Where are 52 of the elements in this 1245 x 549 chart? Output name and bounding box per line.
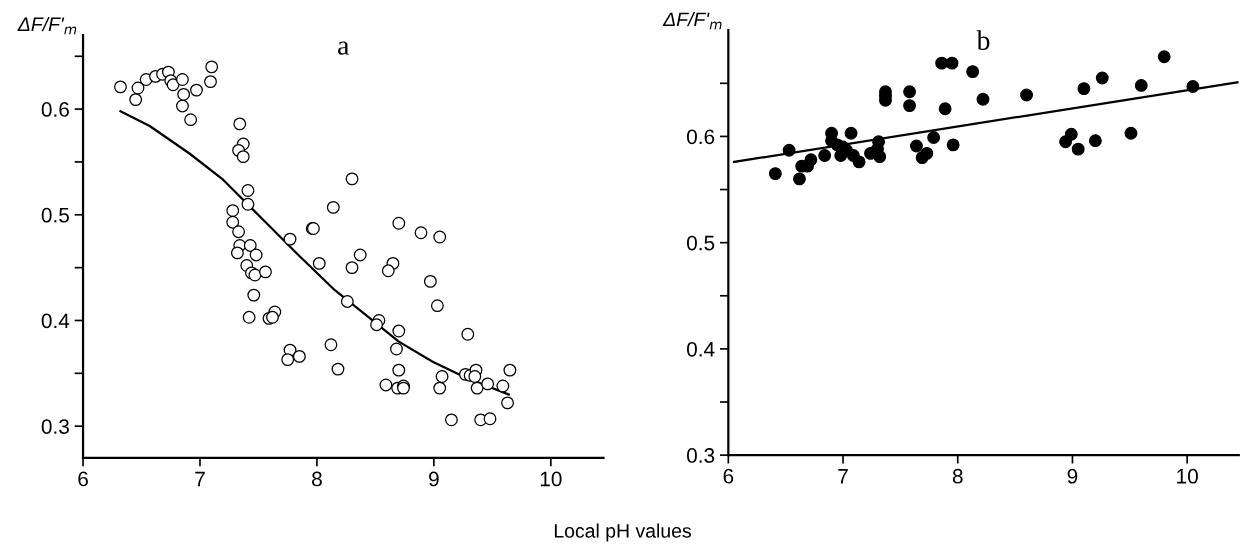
x-tick-label: 8 <box>952 468 963 484</box>
x-tick-label: 10 <box>540 471 562 487</box>
x-tick-label: 9 <box>429 471 439 487</box>
point <box>852 155 866 169</box>
x-axis-title: Local pH values <box>554 523 691 542</box>
point <box>1124 126 1138 140</box>
y-tick-label: 0.5 <box>41 207 69 223</box>
point <box>927 131 941 144</box>
y-axis-title: ΔF/F'$_{m}$ <box>662 11 722 30</box>
y-tick-label: 0.3 <box>686 448 715 463</box>
y-tick-label: 0.6 <box>686 129 715 145</box>
point <box>1077 82 1091 96</box>
y-tick-label: 0.5 <box>686 235 715 251</box>
point <box>903 85 916 99</box>
point <box>873 150 887 164</box>
x-tick-label: 10 <box>1177 468 1198 484</box>
x-tick-label: 6 <box>78 471 88 487</box>
point <box>804 153 818 167</box>
y-axis-title: ΔF/F'$_{m}$ <box>17 16 77 35</box>
x-tick-label: 8 <box>312 471 322 487</box>
point <box>768 167 782 181</box>
point <box>910 139 923 153</box>
point <box>938 102 952 116</box>
chart-title: b <box>976 30 990 50</box>
point <box>1134 79 1148 92</box>
y-tick-label: 0.4 <box>686 341 715 357</box>
point <box>782 143 796 157</box>
point <box>920 146 934 160</box>
point <box>793 172 806 186</box>
point <box>1064 127 1078 141</box>
point <box>976 92 990 106</box>
point <box>903 99 916 113</box>
y-tick-label: 0.4 <box>41 313 70 329</box>
point <box>1157 50 1171 64</box>
point <box>1186 80 1200 93</box>
point <box>935 56 949 70</box>
point <box>1020 88 1034 102</box>
point <box>818 149 832 162</box>
point <box>1095 71 1109 85</box>
chart-title: a <box>338 41 350 55</box>
point <box>1088 134 1102 148</box>
x-tick-label: 7 <box>838 469 848 484</box>
point <box>844 126 858 140</box>
point <box>1071 142 1085 156</box>
point <box>966 65 980 79</box>
x-tick-label: 9 <box>1067 468 1078 484</box>
y-tick-label: 0.3 <box>41 419 69 434</box>
point <box>946 138 960 152</box>
x-tick-label: 6 <box>723 468 734 484</box>
y-tick-label: 0.6 <box>41 102 69 117</box>
x-tick-label: 7 <box>195 471 205 487</box>
point <box>945 56 959 70</box>
